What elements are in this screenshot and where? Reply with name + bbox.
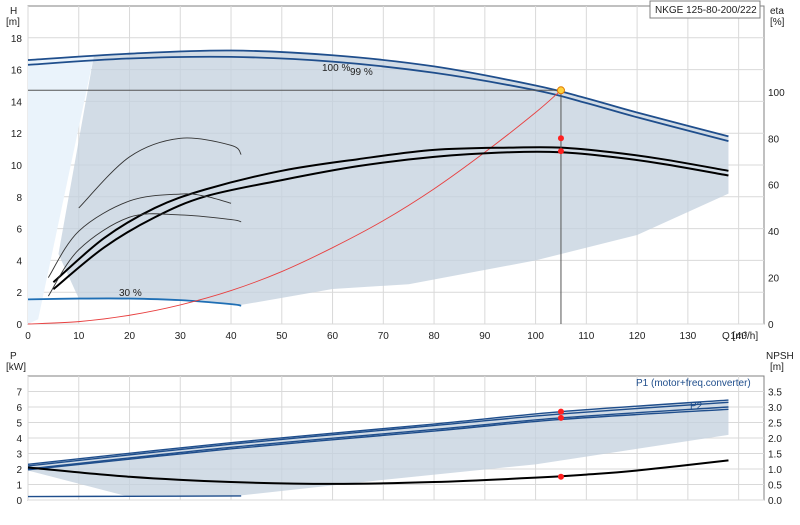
bottom-series-line-0 — [27, 399, 729, 466]
top-y-right-tick-label: 100 — [768, 88, 785, 99]
top-series-line-0 — [27, 49, 729, 138]
bottom-series-line-1 — [27, 401, 729, 467]
top-series-line-3 — [27, 89, 562, 325]
operating-point-markers — [556, 86, 565, 480]
bottom-y-right-label: NPSH — [766, 351, 794, 362]
top-y-right-tick-label: 80 — [768, 134, 780, 145]
x-tick-label: 70 — [378, 331, 390, 342]
top-y-right-label: eta — [770, 6, 784, 17]
p2-marker — [557, 414, 564, 421]
bottom-series-line-4 — [27, 495, 242, 498]
x-tick-label: 80 — [429, 331, 441, 342]
x-tick-label: 110 — [578, 331, 594, 342]
top-y-left-tick-label: 0 — [16, 320, 22, 331]
top-series-line-4 — [52, 146, 729, 283]
bottom-series-line-2 — [27, 406, 729, 470]
top-y-left-unit: [m] — [6, 17, 20, 28]
bottom-y-left-tick-label: 4 — [16, 434, 22, 445]
top-y-left-tick-label: 14 — [11, 97, 23, 108]
bottom-y-right-tick-label: 0.5 — [768, 481, 782, 492]
bottom-y-right-tick-label: 1.0 — [768, 465, 782, 476]
top-y-left-tick-label: 4 — [16, 256, 22, 267]
speed-label-100: 100 % — [322, 63, 350, 74]
eta-total-marker — [557, 148, 564, 155]
bottom-shaded-region — [28, 400, 729, 497]
bottom-y-right-tick-label: 0.0 — [768, 496, 782, 507]
bottom-y-right-tick-label: 3.0 — [768, 403, 782, 414]
top-y-right-tick-label: 60 — [768, 181, 780, 192]
bottom-y-left-tick-label: 7 — [16, 388, 22, 399]
x-tick-label: 50 — [276, 331, 288, 342]
top-axis-ticks: 0 10 20 30 40 50 60 70 80 90 100 110 120 130 140024681… — [11, 34, 785, 342]
x-axis-label: Q [m³/h] — [722, 331, 758, 342]
bottom-y-left-unit: [kW] — [6, 362, 26, 373]
x-tick-label: 40 — [225, 331, 237, 342]
top-y-left-tick-label: 6 — [16, 225, 22, 236]
p1-marker — [557, 408, 564, 415]
x-tick-label: 10 — [73, 331, 85, 342]
bottom-y-left-tick-label: 3 — [16, 450, 22, 461]
x-tick-label: 0 — [25, 331, 31, 342]
top-y-left-label: H — [10, 6, 17, 17]
top-series-line-2 — [27, 297, 242, 307]
top-y-right-tick-label: 20 — [768, 274, 780, 285]
x-tick-label: 120 — [629, 331, 646, 342]
bottom-axis-ticks: 0 1 2 3 4 5 6 7 0.0 0.5 1.0 1.5 2.0 2.5 3.0 3.5 — [16, 388, 782, 508]
series-label-p1: P1 (motor+freq.converter) — [636, 378, 751, 389]
x-tick-label: 100 — [527, 331, 544, 342]
x-tick-label: 60 — [327, 331, 339, 342]
bottom-y-left-tick-label: 5 — [16, 419, 22, 430]
bottom-y-right-tick-label: 1.5 — [768, 450, 782, 461]
operating-point-marker — [556, 86, 565, 95]
bottom-y-left-tick-label: 1 — [16, 481, 22, 492]
bottom-y-right-unit: [m] — [770, 362, 784, 373]
npsh-marker — [557, 473, 564, 480]
speed-label-99: 99 % — [350, 67, 373, 78]
x-tick-label: 130 — [680, 331, 697, 342]
top-y-left-tick-label: 18 — [11, 34, 23, 45]
top-y-left-tick-label: 10 — [11, 161, 23, 172]
bottom-y-left-tick-label: 6 — [16, 403, 22, 414]
top-light-region — [28, 55, 94, 324]
x-tick-label: 20 — [124, 331, 136, 342]
chart-title: NKGE 125-80-200/222 — [655, 5, 757, 16]
top-y-right-tick-label: 40 — [768, 227, 780, 238]
bottom-y-right-tick-label: 3.5 — [768, 388, 782, 399]
top-y-left-tick-label: 2 — [16, 288, 22, 299]
bottom-series — [27, 399, 729, 498]
x-tick-label: 90 — [479, 331, 491, 342]
bottom-y-left-tick-label: 2 — [16, 465, 22, 476]
bottom-y-left-label: P — [10, 351, 17, 362]
title-box — [649, 0, 761, 19]
bottom-y-left-tick-label: 0 — [16, 496, 22, 507]
bottom-y-right-tick-label: 2.5 — [768, 419, 782, 430]
x-tick-label: 140 — [730, 331, 747, 342]
top-series-line-1 — [27, 55, 729, 143]
top-series-line-8 — [78, 137, 242, 209]
eta-pump-marker — [557, 135, 564, 142]
top-y-left-tick-label: 16 — [11, 66, 23, 77]
series-label-p2: P2 — [690, 401, 703, 412]
top-y-left-tick-label: 12 — [11, 129, 23, 140]
top-series — [27, 49, 729, 325]
bottom-series-line-3 — [27, 408, 729, 471]
x-tick-label: 30 — [175, 331, 187, 342]
top-series-line-7 — [47, 213, 242, 297]
bottom-y-right-tick-label: 2.0 — [768, 434, 782, 445]
bottom-series-line-5 — [27, 459, 729, 485]
speed-label-30: 30 % — [119, 288, 142, 299]
top-y-right-tick-label: 0 — [768, 320, 774, 331]
top-y-left-tick-label: 8 — [16, 193, 22, 204]
top-y-right-unit: [%] — [770, 17, 785, 28]
top-shaded-region — [28, 50, 729, 305]
top-series-line-6 — [47, 193, 232, 278]
top-series-line-5 — [52, 150, 729, 290]
